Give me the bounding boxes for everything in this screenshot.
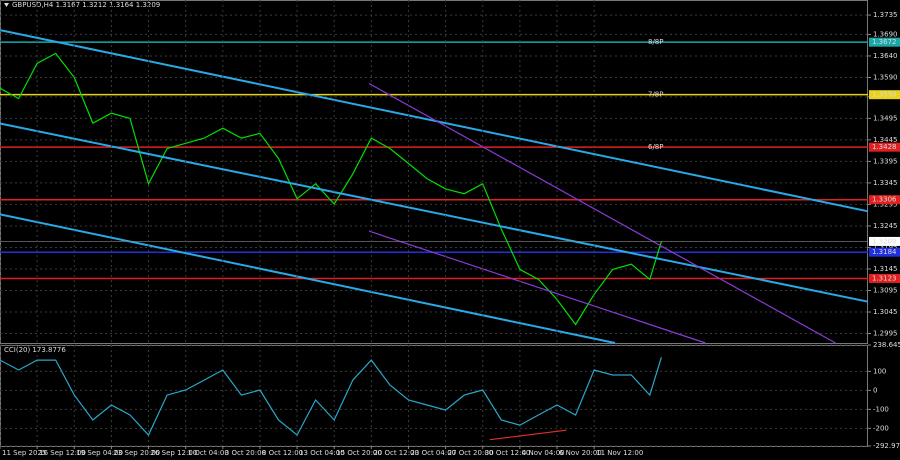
- y-tick-label: 1.3045: [873, 308, 898, 316]
- y-tick-label: 1.3195: [873, 243, 898, 251]
- level-name: 7/8P: [648, 91, 664, 99]
- x-tick-label: 11 Nov 12:00: [596, 449, 643, 457]
- x-tick-label: 13 Oct 04:00: [299, 449, 345, 457]
- title-icon: [4, 3, 9, 7]
- x-tick-label: 23 Oct 04:00: [410, 449, 456, 457]
- y-tick-label: 1.3445: [873, 136, 898, 144]
- x-tick-label: 23 Sep 20:00: [113, 449, 160, 457]
- x-tick-label: 19 Sep 04:00: [76, 449, 123, 457]
- x-tick-label: 8 Oct 12:00: [262, 449, 303, 457]
- level-box-label: 1.3672: [872, 38, 897, 46]
- y-tick-label: 1.2995: [873, 330, 898, 338]
- trend-line: [0, 213, 616, 344]
- y-tick-label: 1.3690: [873, 30, 898, 38]
- x-tick-label: 26 Sep 12:00: [151, 449, 198, 457]
- y-tick-label: 1.3590: [873, 73, 898, 81]
- x-tick-label: 11 Sep 2025: [2, 449, 46, 457]
- x-tick-label: 4 Nov 04:00: [522, 449, 565, 457]
- level-box: [869, 273, 900, 283]
- y-tick-label: 0: [873, 386, 877, 394]
- x-tick-label: 20 Oct 12:00: [373, 449, 419, 457]
- x-tick-label: 1 Oct 04:00: [188, 449, 229, 457]
- level-name: 6/8P: [648, 143, 664, 151]
- y-tick-label: -292.972: [873, 442, 900, 450]
- x-tick-label: 15 Oct 20:00: [336, 449, 382, 457]
- level-box-label: 1.3428: [872, 143, 897, 151]
- level-box: [869, 90, 900, 100]
- y-tick-label: 1.3640: [873, 52, 898, 60]
- y-tick-label: 1.3145: [873, 265, 898, 273]
- level-box: [869, 142, 900, 152]
- x-tick-label: 27 Oct 20:00: [448, 449, 494, 457]
- trend-line: [0, 122, 869, 303]
- series-line: [0, 357, 662, 437]
- y-tick-label: 238.6457: [873, 341, 900, 349]
- level-box-label: 1.3184: [872, 248, 897, 256]
- y-tick-label: 1.3295: [873, 200, 898, 208]
- chart-title: GBPUSD,H4 1.3167 1.3212 1.3164 1.3209: [12, 1, 160, 9]
- x-tick-label: 16 Sep 12:00: [39, 449, 86, 457]
- level-box: [869, 195, 900, 205]
- y-tick-label: 100: [873, 367, 886, 375]
- x-tick-label: 6 Nov 20:00: [559, 449, 602, 457]
- level-box: [869, 37, 900, 47]
- level-box-label: 1.3550: [872, 91, 897, 99]
- y-tick-label: 1.3245: [873, 222, 898, 230]
- y-tick-label: -100: [873, 405, 889, 413]
- level-box-label: 1.3306: [872, 196, 897, 204]
- last-price-label: 1.3209: [872, 237, 897, 245]
- trend-line: [368, 230, 706, 344]
- trend-line: [368, 82, 836, 344]
- level-name: 8/8P: [648, 38, 664, 46]
- y-tick-label: -200: [873, 424, 889, 432]
- y-tick-label: 1.3345: [873, 179, 898, 187]
- trend-line: [0, 29, 869, 213]
- level-box-label: 1.3123: [872, 274, 897, 282]
- y-tick-label: 1.3735: [873, 11, 898, 19]
- trend-line: [489, 429, 567, 441]
- last-price-box: [869, 236, 900, 246]
- chart-title: CCI(20) 173.8776: [4, 346, 66, 354]
- y-tick-label: 1.3095: [873, 286, 898, 294]
- x-tick-label: 3 Oct 20:00: [225, 449, 266, 457]
- y-tick-label: 1.3395: [873, 157, 898, 165]
- x-tick-label: 30 Oct 12:00: [485, 449, 531, 457]
- series-line: [0, 52, 662, 326]
- level-box: [869, 247, 900, 257]
- y-tick-label: 1.3495: [873, 114, 898, 122]
